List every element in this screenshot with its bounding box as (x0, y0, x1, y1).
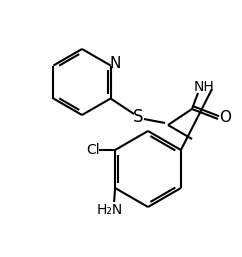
Text: H₂N: H₂N (97, 203, 123, 217)
Text: NH: NH (194, 80, 214, 94)
Text: N: N (110, 56, 121, 71)
Text: O: O (219, 111, 231, 125)
Text: Cl: Cl (86, 143, 100, 157)
Text: S: S (133, 108, 143, 126)
